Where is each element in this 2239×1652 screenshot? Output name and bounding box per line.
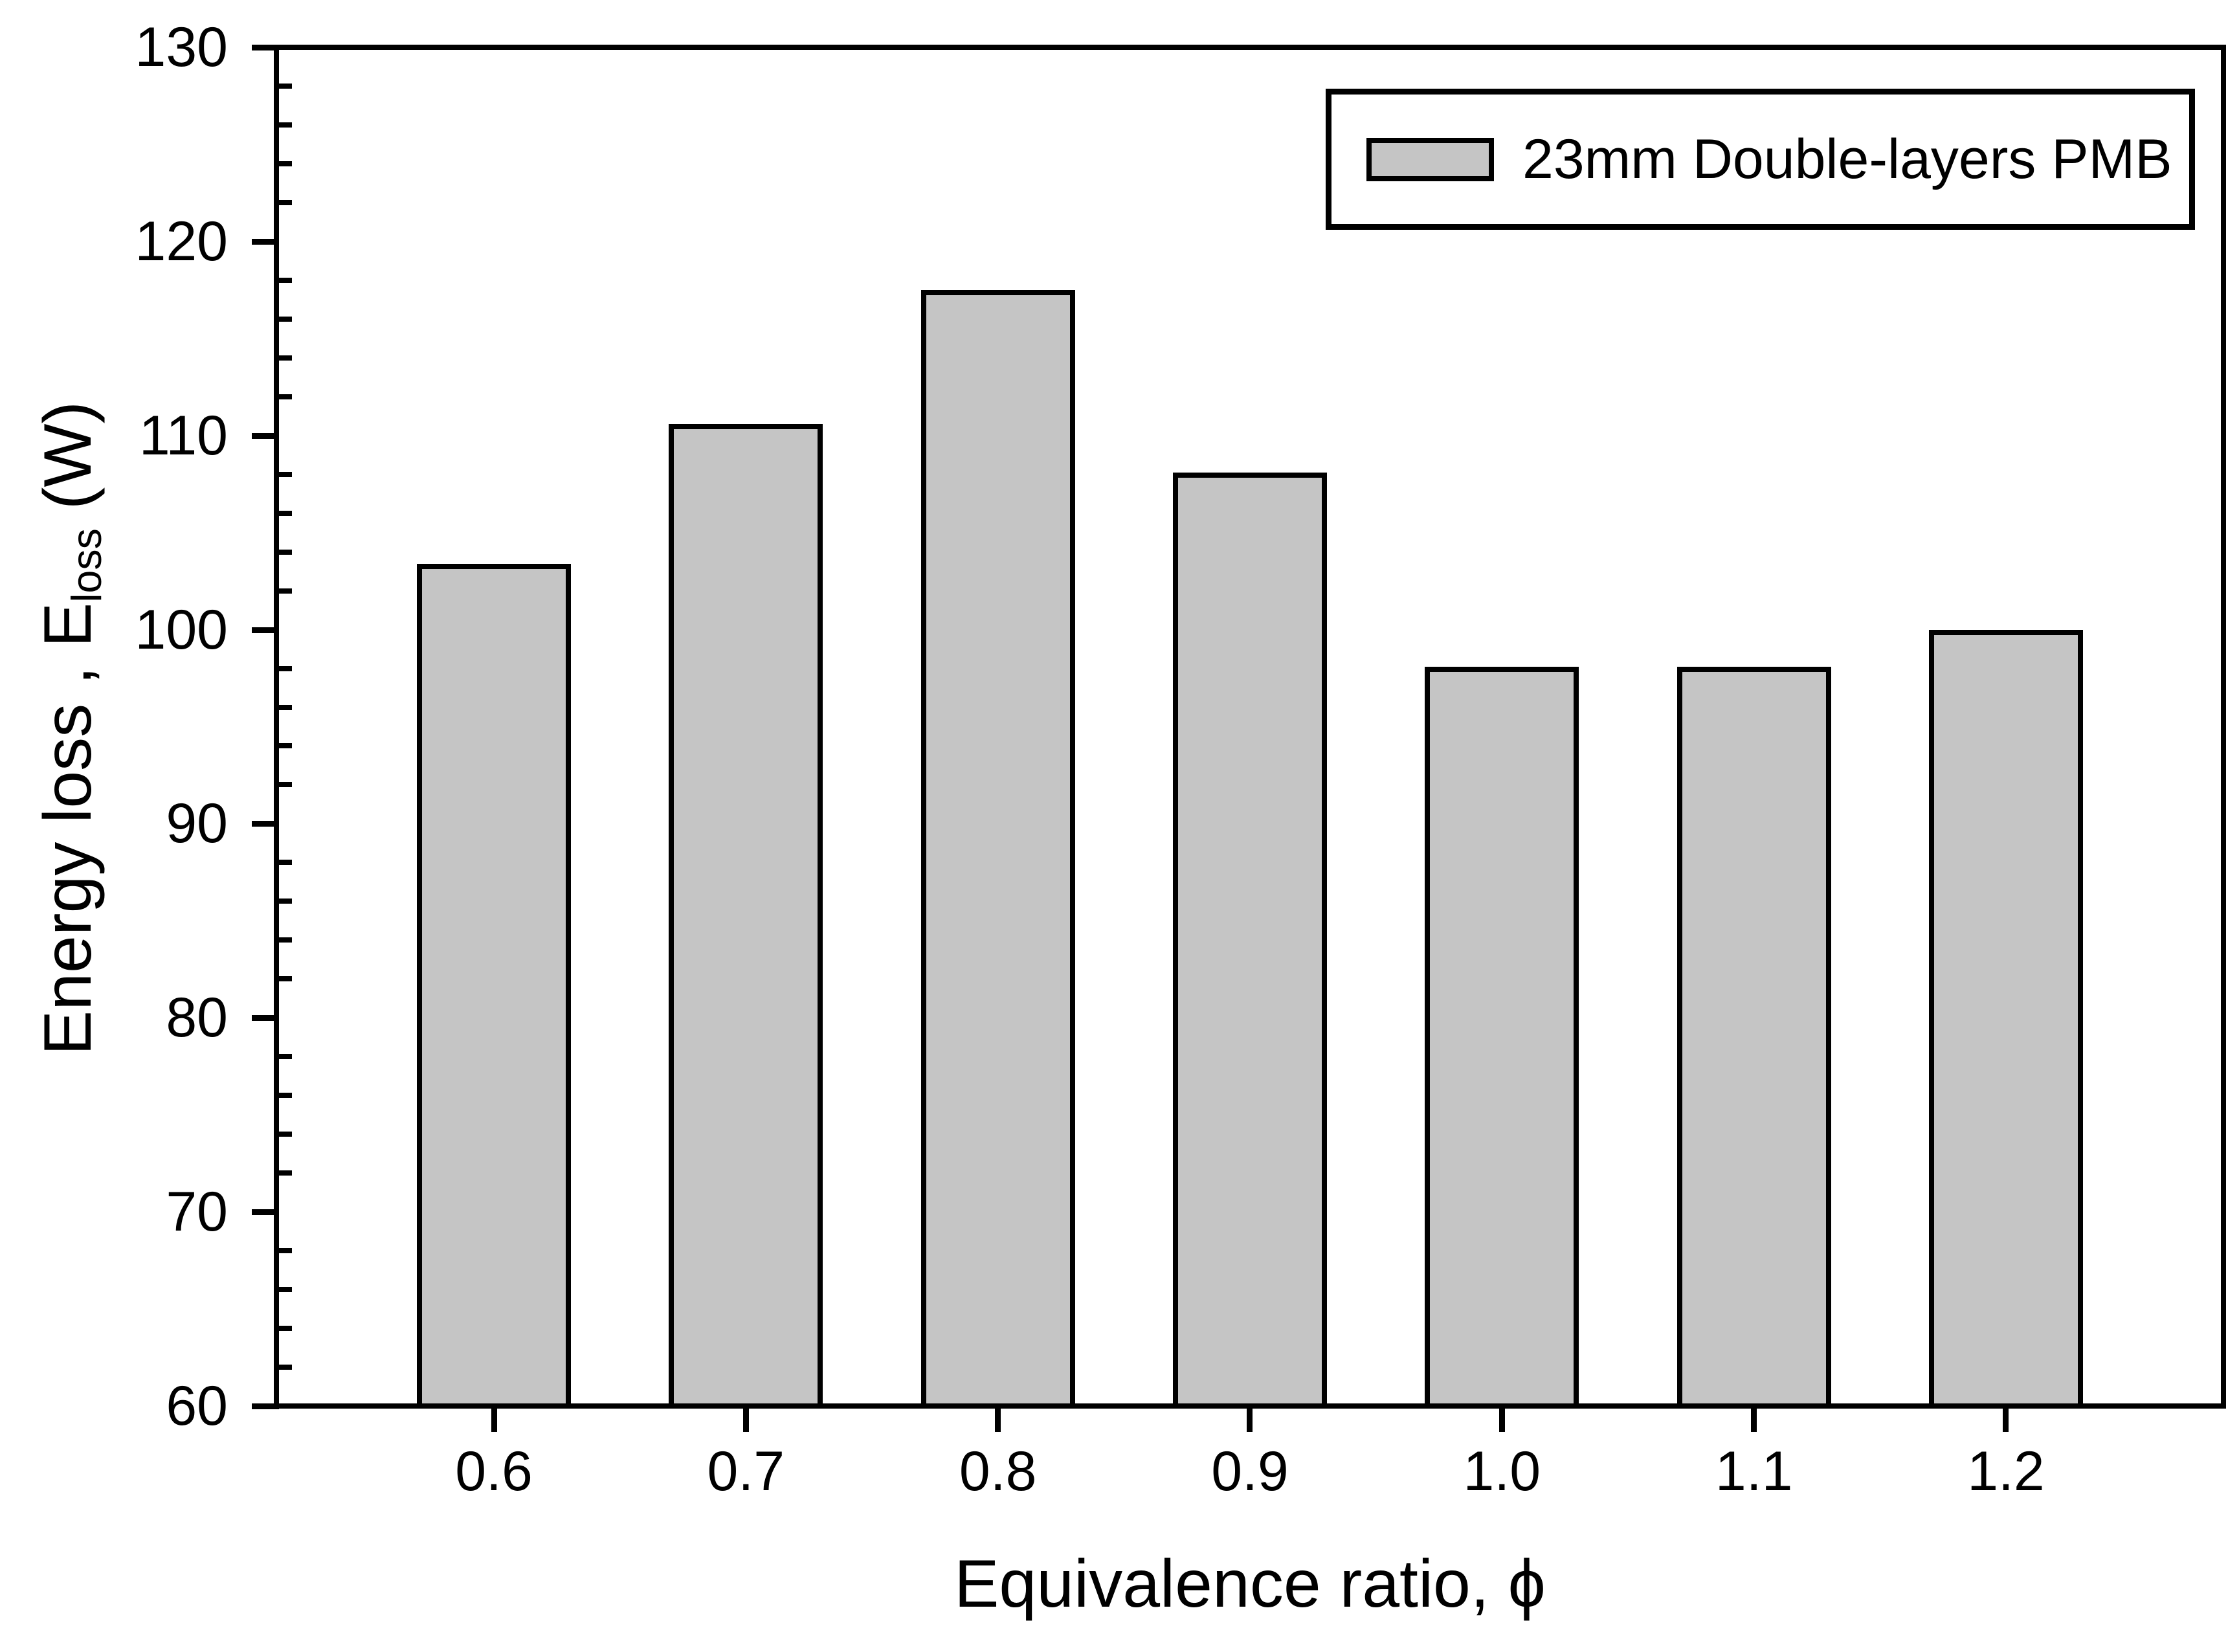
bar-1.0	[1425, 666, 1579, 1409]
y-minor-tick	[278, 355, 292, 361]
bar-0.6	[417, 563, 571, 1409]
y-major-tick	[252, 627, 279, 633]
y-tick-label: 130	[135, 16, 228, 78]
y-minor-tick	[278, 199, 292, 205]
y-major-tick	[252, 821, 279, 827]
x-tick-label: 0.6	[455, 1440, 533, 1502]
bar-0.9	[1172, 472, 1327, 1409]
y-tick-label: 70	[166, 1181, 228, 1244]
y-minor-tick	[278, 1093, 292, 1099]
legend-label: 23mm Double-layers PMB	[1522, 128, 2172, 190]
y-axis-title-unit: (W)	[30, 401, 106, 529]
legend-swatch	[1366, 137, 1494, 181]
x-major-tick	[1751, 1409, 1757, 1432]
y-tick-label: 90	[166, 792, 228, 855]
x-major-tick	[995, 1409, 1001, 1432]
x-tick-label: 0.9	[1211, 1440, 1289, 1502]
y-minor-tick	[278, 549, 292, 555]
y-minor-tick	[278, 1326, 292, 1332]
y-major-tick	[252, 432, 279, 439]
x-tick-label: 1.1	[1715, 1440, 1793, 1502]
x-major-tick	[2003, 1409, 2009, 1432]
plot-frame	[274, 45, 2226, 1409]
y-minor-tick	[278, 1170, 292, 1176]
y-tick-label: 60	[166, 1375, 228, 1437]
y-minor-tick	[278, 860, 292, 865]
x-axis-title: Equivalence ratio, ϕ	[954, 1546, 1546, 1622]
y-minor-tick	[278, 588, 292, 594]
y-minor-tick	[278, 316, 292, 322]
y-minor-tick	[278, 510, 292, 516]
y-major-tick	[252, 1015, 279, 1021]
y-axis-title: Energy loss , Eloss (W)	[26, 49, 110, 1408]
y-minor-tick	[278, 394, 292, 399]
y-tick-label: 80	[166, 987, 228, 1049]
y-axis-title-text: Energy loss , E	[30, 602, 106, 1056]
y-minor-tick	[278, 471, 292, 477]
y-tick-label: 110	[139, 404, 228, 467]
y-minor-tick	[278, 277, 292, 283]
x-tick-label: 1.2	[1967, 1440, 2045, 1502]
x-major-tick	[742, 1409, 749, 1432]
x-tick-label: 0.7	[707, 1440, 785, 1502]
y-minor-tick	[278, 1365, 292, 1370]
y-axis-title-subscript: loss	[63, 528, 111, 603]
y-minor-tick	[278, 83, 292, 89]
y-minor-tick	[278, 1287, 292, 1293]
y-major-tick	[252, 45, 279, 50]
y-minor-tick	[278, 122, 292, 128]
x-tick-label: 1.0	[1463, 1440, 1541, 1502]
y-minor-tick	[278, 665, 292, 671]
y-minor-tick	[278, 1132, 292, 1137]
x-tick-label: 0.8	[959, 1440, 1037, 1502]
y-tick-label: 100	[135, 598, 228, 661]
y-major-tick	[252, 238, 279, 245]
x-major-tick	[1247, 1409, 1253, 1432]
y-minor-tick	[278, 976, 292, 982]
y-minor-tick	[278, 1054, 292, 1060]
y-minor-tick	[278, 1248, 292, 1254]
y-minor-tick	[278, 899, 292, 904]
y-minor-tick	[278, 782, 292, 788]
y-tick-label: 120	[135, 210, 228, 273]
y-major-tick	[252, 1403, 279, 1409]
y-minor-tick	[278, 704, 292, 710]
legend: 23mm Double-layers PMB	[1326, 89, 2195, 230]
bar-1.1	[1676, 666, 1831, 1409]
bar-0.7	[669, 423, 823, 1409]
x-major-tick	[1498, 1409, 1505, 1432]
y-minor-tick	[278, 161, 292, 166]
y-minor-tick	[278, 743, 292, 749]
y-major-tick	[252, 1209, 279, 1216]
y-minor-tick	[278, 937, 292, 943]
bar-1.2	[1928, 629, 2083, 1409]
x-major-tick	[491, 1409, 497, 1432]
